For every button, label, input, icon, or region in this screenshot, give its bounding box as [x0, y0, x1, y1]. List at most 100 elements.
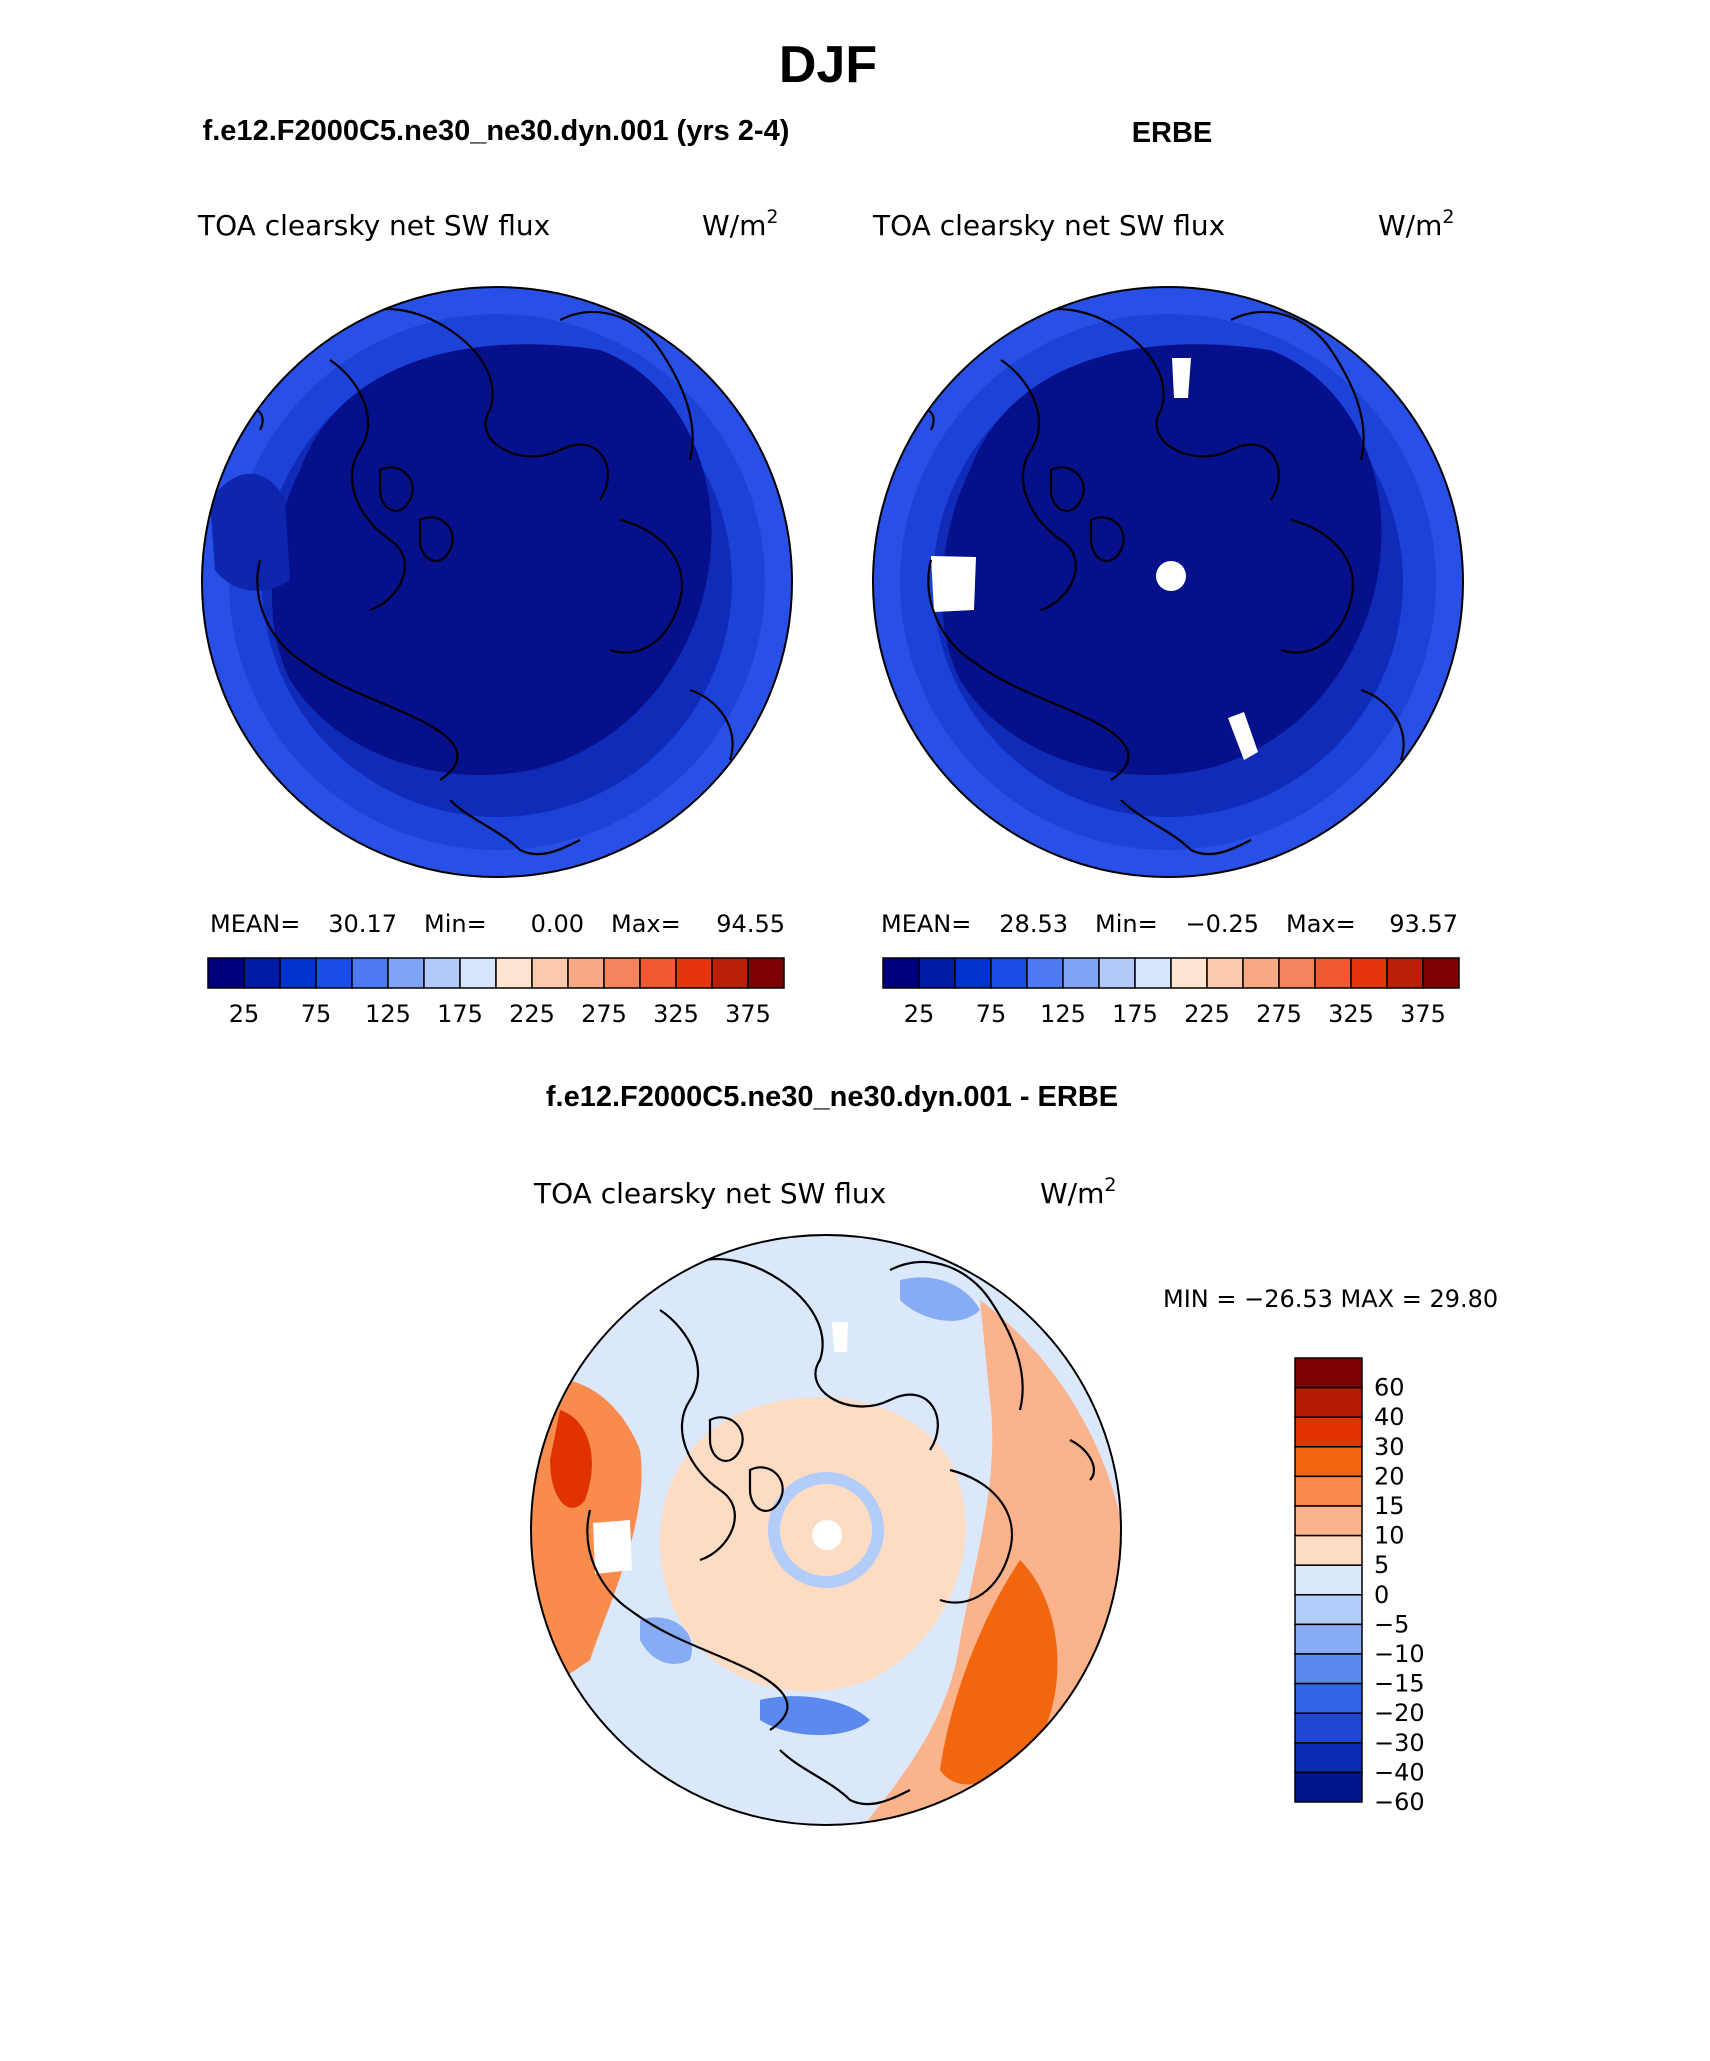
colorbar-tick-label: −15 — [1374, 1670, 1425, 1698]
colorbar-box — [1278, 957, 1316, 989]
colorbar-tick-label: 5 — [1374, 1551, 1389, 1579]
map-zone-europe — [860, 1300, 1121, 1825]
colorbar-box — [1170, 957, 1208, 989]
colorbar-box — [747, 957, 785, 989]
colorbar-box — [1242, 957, 1280, 989]
colorbar-box — [882, 957, 920, 989]
map-zone-ring — [768, 1472, 884, 1588]
panel-model-map — [202, 287, 792, 877]
colorbar-box — [990, 957, 1028, 989]
colorbar-box — [1294, 1623, 1363, 1655]
map-zone-greenland-patch — [210, 473, 290, 591]
missing-data-patches — [931, 358, 1258, 760]
max-label: Max= — [1286, 910, 1356, 938]
colorbar-box — [531, 957, 569, 989]
colorbar-box — [1422, 957, 1460, 989]
colorbar-box — [1294, 1682, 1363, 1714]
colorbar-tick-label: 375 — [1400, 1000, 1446, 1028]
colorbar-box — [1294, 1475, 1363, 1507]
colorbar-box — [603, 957, 641, 989]
colorbar-tick-label: 40 — [1374, 1403, 1405, 1431]
colorbar-box — [423, 957, 461, 989]
colorbar-tick-label: 325 — [653, 1000, 699, 1028]
colorbar-box — [1062, 957, 1100, 989]
colorbar-box — [1098, 957, 1136, 989]
colorbar-tick-label: −5 — [1374, 1610, 1409, 1638]
mean-label: MEAN= — [210, 910, 300, 938]
colorbar-tick-label: −60 — [1374, 1788, 1425, 1816]
panel-model-units: W/m2 — [702, 206, 779, 242]
colorbar-box — [1134, 957, 1172, 989]
panel-diff: f.e12.F2000C5.ne30_ne30.dyn.001 - ERBE T… — [530, 1081, 1498, 1826]
colorbar-tick-label: 15 — [1374, 1492, 1405, 1520]
colorbar-tick-label: 175 — [437, 1000, 483, 1028]
colorbar-box — [675, 957, 713, 989]
colorbar-box — [1294, 1712, 1363, 1744]
map-border — [530, 1234, 1122, 1826]
panel-erbe: ERBE TOA clearsky net SW flux W/m2 — [872, 117, 1464, 1028]
map-zone-west-strong — [550, 1410, 592, 1508]
min-value: −0.25 — [1185, 910, 1259, 938]
colorbar-box — [918, 957, 956, 989]
colorbar-box — [1294, 1446, 1363, 1478]
colorbar-tick-label: 75 — [976, 1000, 1007, 1028]
panel-model-subtitle: TOA clearsky net SW flux — [197, 209, 550, 242]
map-zone-cool-3 — [640, 1617, 692, 1664]
colorbar-tick-label: 225 — [1184, 1000, 1230, 1028]
colorbar-box — [1294, 1505, 1363, 1537]
colorbar-box — [1314, 957, 1352, 989]
map-zone-europe-strong — [940, 1560, 1058, 1785]
colorbar-box — [1206, 957, 1244, 989]
colorbar-tick-label: 275 — [581, 1000, 627, 1028]
colorbar-box — [243, 957, 281, 989]
colorbar-box — [1294, 1357, 1363, 1389]
colorbar-tick-label: 25 — [229, 1000, 260, 1028]
min-value: 0.00 — [531, 910, 584, 938]
map-zone-central — [660, 1397, 966, 1692]
colorbar-tick-label: 75 — [301, 1000, 332, 1028]
panel-diff-map — [531, 1235, 1121, 1825]
min-label: Min= — [1095, 910, 1158, 938]
colorbar-box — [207, 957, 245, 989]
map-zone-core — [941, 344, 1382, 775]
missing-data-patches — [593, 1322, 848, 1574]
colorbar-box — [639, 957, 677, 989]
panel-erbe-title: ERBE — [1132, 117, 1213, 149]
colorbar-box — [1294, 1594, 1363, 1626]
colorbar-tick-label: −40 — [1374, 1758, 1425, 1786]
colorbar-tick-label: −10 — [1374, 1640, 1425, 1668]
panel-erbe-subtitle: TOA clearsky net SW flux — [872, 209, 1225, 242]
colorbar-tick-label: 20 — [1374, 1462, 1405, 1490]
colorbar-box — [387, 957, 425, 989]
panel-erbe-colorbar: 25 75 125 175 225 275 325 375 — [882, 957, 1460, 1028]
colorbar-box — [1294, 1771, 1363, 1803]
panel-diff-title: f.e12.F2000C5.ne30_ne30.dyn.001 - ERBE — [546, 1081, 1118, 1113]
colorbar-tick-label: 225 — [509, 1000, 555, 1028]
colorbar-box — [567, 957, 605, 989]
colorbar-box — [279, 957, 317, 989]
panel-diff-units: W/m2 — [1040, 1174, 1117, 1210]
colorbar-tick-label: 60 — [1374, 1374, 1405, 1402]
colorbar-box — [459, 957, 497, 989]
colorbar-box — [1294, 1564, 1363, 1596]
colorbar-tick-label: 125 — [365, 1000, 411, 1028]
coastlines — [900, 308, 1405, 856]
colorbar-box — [1294, 1742, 1363, 1774]
coastlines — [229, 308, 734, 856]
colorbar-tick-label: 325 — [1328, 1000, 1374, 1028]
colorbar-box — [351, 957, 389, 989]
map-border — [201, 286, 793, 878]
panel-model: f.e12.F2000C5.ne30_ne30.dyn.001 (yrs 2-4… — [197, 115, 793, 1028]
panel-diff-minmax: MIN = −26.53 MAX = 29.80 — [1163, 1285, 1498, 1313]
colorbar-tick-label: 25 — [904, 1000, 935, 1028]
colorbar-tick-label: −20 — [1374, 1699, 1425, 1727]
coastlines — [586, 1258, 1096, 1806]
panel-model-stats: MEAN= 30.17 Min= 0.00 Max= 94.55 — [210, 910, 785, 938]
mean-label: MEAN= — [881, 910, 971, 938]
colorbar-box — [711, 957, 749, 989]
max-value: 94.55 — [716, 910, 785, 938]
colorbar-tick-label: 10 — [1374, 1522, 1405, 1550]
colorbar-box — [1294, 1386, 1363, 1418]
